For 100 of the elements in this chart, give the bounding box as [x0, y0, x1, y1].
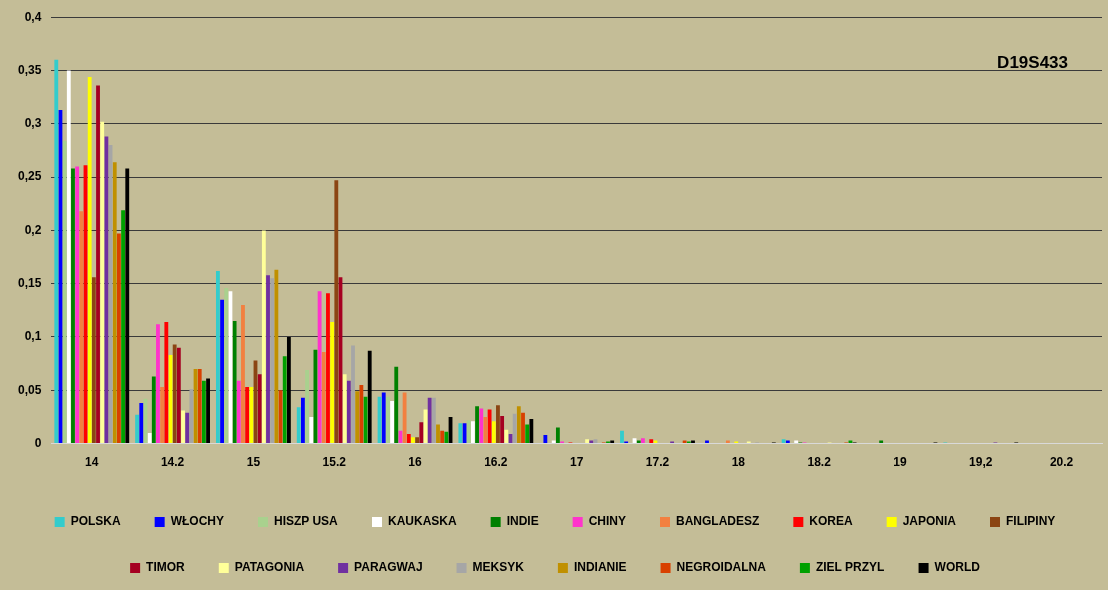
bar: [215, 270, 220, 444]
bar: [54, 59, 59, 444]
legend-label: KAUKASKA: [387, 514, 457, 529]
bar: [636, 440, 641, 444]
bar: [367, 350, 372, 444]
legend-label: INDIANIE: [573, 560, 627, 575]
bar: [181, 410, 185, 444]
bar: [781, 439, 786, 444]
bar: [521, 412, 525, 444]
y-tick-label: 0,1: [24, 329, 42, 344]
bar: [62, 140, 67, 444]
bar: [91, 277, 96, 444]
bar: [305, 370, 309, 444]
legend-label: PARAGWAJ: [354, 560, 423, 575]
x-tick-label: 17.2: [645, 455, 670, 470]
bar: [326, 293, 330, 444]
y-tick-label: 0,4: [24, 9, 42, 24]
bar: [112, 162, 117, 444]
bar: [201, 380, 206, 444]
bar: [682, 440, 687, 444]
bar: [71, 168, 75, 444]
y-tick-label: 0,25: [18, 169, 42, 184]
bar: [705, 440, 709, 444]
bar: [321, 351, 326, 444]
bar: [309, 416, 314, 444]
bar: [691, 440, 695, 444]
bar: [300, 397, 305, 444]
bar: [385, 396, 390, 444]
bar: [427, 397, 432, 444]
legend-label: PATAGONIA: [234, 560, 305, 575]
bar: [610, 440, 615, 444]
bar: [551, 440, 556, 444]
bar: [725, 440, 730, 444]
y-tick-label: 0: [34, 435, 42, 450]
x-tick-label: 17: [570, 455, 584, 470]
bar: [261, 230, 266, 444]
y-tick-label: 0,2: [24, 222, 42, 237]
bar: [419, 422, 424, 444]
bar: [274, 269, 279, 444]
bar: [411, 437, 415, 444]
x-tick-label: 19,2: [969, 455, 993, 470]
bar: [848, 440, 853, 444]
bar: [160, 387, 165, 444]
bar: [245, 387, 250, 444]
x-tick-label: 16: [408, 455, 423, 470]
legend-label: WŁOCHY: [170, 514, 224, 529]
bar: [282, 356, 287, 444]
bar: [156, 324, 160, 444]
bar: [100, 121, 105, 444]
bar: [491, 421, 496, 444]
bar: [585, 439, 590, 444]
bar: [286, 337, 291, 444]
bar: [355, 391, 360, 444]
bar: [164, 322, 169, 444]
bar: [415, 437, 420, 444]
bar: [512, 413, 517, 444]
bar: [406, 434, 411, 444]
bar: [270, 278, 275, 444]
x-tick-label: 19: [893, 455, 907, 470]
legend-label: JAPONIA: [902, 514, 957, 529]
bar: [500, 415, 505, 444]
bar: [359, 384, 364, 444]
bar: [224, 287, 229, 444]
x-tick-label: 18.2: [807, 455, 832, 470]
text: D19S433: [997, 53, 1068, 73]
legend-label: WORLD: [934, 560, 981, 575]
x-tick-label: 15: [246, 455, 261, 470]
bar: [79, 211, 84, 444]
legend-label: BANGLADESZ: [676, 514, 760, 529]
x-tick-label: 20.2: [1049, 455, 1074, 470]
legend-label: MEKSYK: [472, 560, 525, 575]
bar: [351, 345, 355, 444]
bar: [220, 299, 225, 444]
bar: [466, 420, 471, 444]
bar: [458, 423, 463, 444]
legend-label: HISZP USA: [273, 514, 339, 529]
bar: [620, 430, 624, 444]
x-tick-label: 14: [85, 455, 99, 470]
bar: [87, 76, 92, 444]
bar: [116, 233, 121, 444]
bar: [121, 210, 125, 444]
bar: [529, 419, 534, 444]
bar: [431, 397, 436, 444]
bar: [402, 392, 407, 444]
bar: [125, 168, 130, 444]
bar: [649, 439, 654, 444]
bar: [232, 321, 237, 444]
x-tick-label: 18: [731, 455, 746, 470]
bar: [139, 403, 144, 444]
bar: [555, 427, 560, 444]
legend-label: POLSKA: [70, 514, 121, 529]
bar: [436, 424, 440, 444]
bar: [334, 180, 339, 444]
bar: [189, 389, 194, 444]
legend-label: INDIE: [506, 514, 539, 529]
bar: [470, 421, 475, 444]
legend-label: TIMOR: [146, 560, 186, 575]
bar: [525, 424, 530, 444]
bar: [504, 429, 509, 444]
bar: [172, 344, 177, 444]
